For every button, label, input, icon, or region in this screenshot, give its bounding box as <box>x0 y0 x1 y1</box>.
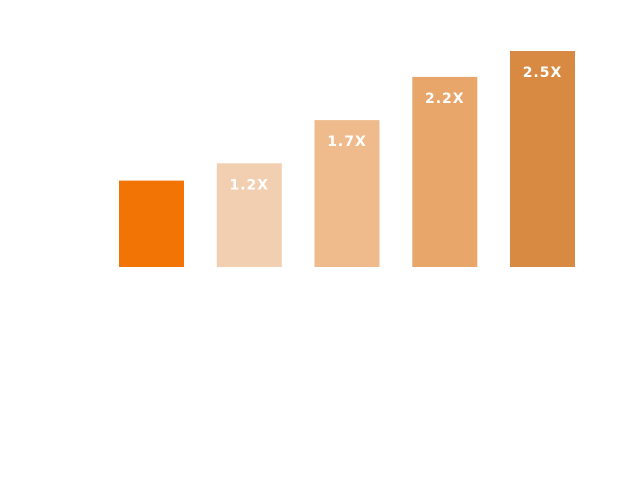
bar-5-label: 2.5X <box>523 65 563 81</box>
bar-4-label: 2.2X <box>425 91 465 107</box>
bar-3 <box>314 120 380 267</box>
bar-5 <box>510 51 575 267</box>
bar-4 <box>412 76 478 268</box>
bar-2-label: 1.2X <box>229 177 269 193</box>
data-labels-group: 1.2X 1.7X 2.2X 2.5X <box>229 65 563 193</box>
bar-2 <box>216 163 282 267</box>
bars-group <box>119 51 575 268</box>
bar-3-label: 1.7X <box>327 134 367 150</box>
bar-1 <box>119 180 184 267</box>
